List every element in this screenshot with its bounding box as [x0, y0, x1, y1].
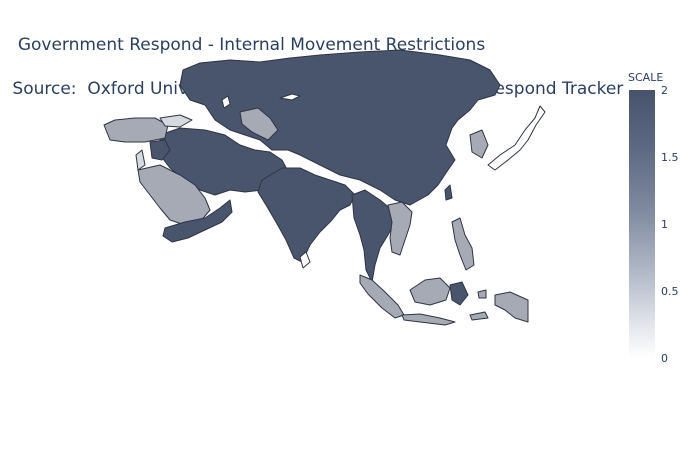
- region-caucasus[interactable]: [159, 114, 193, 128]
- colorbar-title: SCALE: [628, 71, 664, 84]
- map-title-line-1: Government Respond - Internal Movement R…: [17, 35, 486, 55]
- region-indochina[interactable]: [387, 201, 413, 256]
- region-india[interactable]: [257, 167, 356, 263]
- region-lake-1: [221, 95, 231, 109]
- colorbar-tick-0-5: 0.5: [661, 285, 679, 298]
- region-russia-asia[interactable]: [179, 49, 501, 206]
- region-uzbekistan[interactable]: [239, 107, 279, 141]
- colorbar-tick-0: 0: [661, 352, 668, 365]
- region-lake-2: [279, 93, 301, 101]
- region-syria[interactable]: [149, 139, 171, 161]
- region-sri-lanka[interactable]: [299, 251, 311, 269]
- region-borneo[interactable]: [409, 277, 451, 306]
- region-yemen-oman[interactable]: [162, 199, 233, 243]
- region-israel[interactable]: [135, 149, 146, 171]
- region-sulawesi[interactable]: [449, 281, 469, 306]
- region-myanmar-thailand[interactable]: [351, 189, 396, 283]
- region-turkey[interactable]: [103, 117, 169, 143]
- region-maluku[interactable]: [477, 289, 487, 299]
- region-java[interactable]: [401, 313, 456, 326]
- region-korea[interactable]: [469, 129, 489, 159]
- region-philippines[interactable]: [451, 217, 475, 271]
- region-sumatra[interactable]: [359, 274, 405, 319]
- colorbar-tick-1: 1: [661, 218, 668, 231]
- region-japan[interactable]: [487, 105, 546, 171]
- region-papua[interactable]: [494, 291, 529, 323]
- colorbar-tick-1-5: 1.5: [661, 151, 679, 164]
- colorbar-tick-2: 2: [661, 84, 668, 97]
- region-taiwan[interactable]: [444, 184, 453, 201]
- region-timor[interactable]: [469, 311, 489, 321]
- colorbar-gradient: [629, 90, 655, 358]
